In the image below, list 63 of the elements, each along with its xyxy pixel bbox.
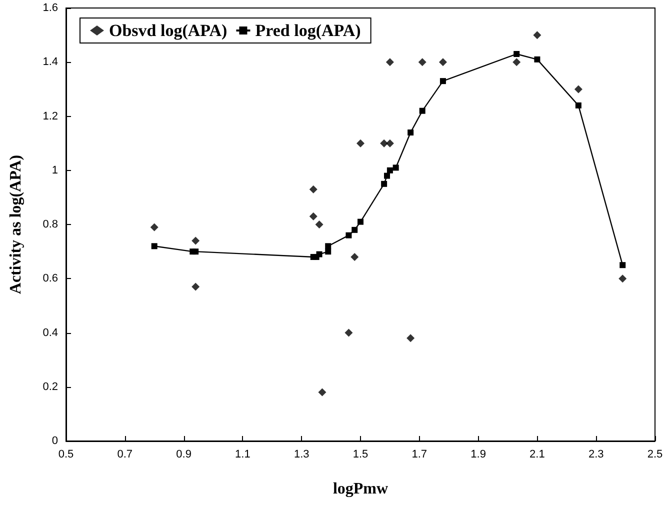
point: [618, 274, 627, 283]
y-tick-label: 1: [52, 164, 58, 176]
point: [346, 232, 352, 238]
point: [316, 251, 322, 258]
y-tick-label: 0.6: [42, 272, 58, 285]
point: [534, 56, 540, 62]
point: [419, 108, 426, 114]
point: [192, 236, 200, 245]
point: [512, 58, 521, 66]
x-axis-title: logPmw: [332, 480, 388, 498]
point: [358, 218, 364, 225]
x-tick-label: 2.5: [647, 448, 663, 460]
point: [440, 78, 446, 84]
point: [350, 252, 359, 261]
point: [356, 139, 364, 148]
x-tick-label: 0.9: [176, 448, 192, 460]
point: [386, 167, 393, 174]
x-tick-label: 2.1: [530, 448, 545, 460]
point: [151, 243, 158, 250]
point: [150, 223, 158, 232]
x-tick-label: 1.9: [470, 448, 486, 460]
point: [384, 172, 390, 179]
point: [575, 102, 582, 108]
y-tick-label: 0: [52, 435, 58, 447]
point: [392, 164, 399, 171]
x-tick-label: 1.7: [412, 448, 428, 460]
y-tick-label: 0.4: [42, 326, 58, 339]
point: [309, 185, 318, 194]
point: [408, 129, 414, 136]
y-tick-label: 1.6: [42, 2, 58, 14]
point: [514, 51, 520, 58]
point: [315, 220, 324, 228]
x-tick-label: 1.3: [294, 448, 310, 460]
point: [325, 243, 332, 250]
point: [318, 388, 326, 396]
point: [418, 58, 426, 66]
point: [309, 212, 318, 220]
legend-label: Pred log(APA): [255, 21, 361, 40]
point: [574, 85, 582, 94]
point: [533, 31, 542, 40]
y-tick-label: 1.2: [42, 110, 58, 122]
x-tick-label: 0.7: [117, 448, 133, 460]
x-tick-label: 1.1: [235, 448, 250, 460]
legend-label: Obsvd log(APA): [109, 21, 228, 40]
point: [438, 58, 447, 66]
point: [406, 334, 415, 342]
point: [192, 248, 199, 255]
y-axis-title: Activity as log(APA): [8, 154, 24, 294]
point: [344, 328, 353, 337]
point: [386, 58, 394, 66]
point: [386, 139, 394, 148]
y-tick-label: 0.2: [42, 380, 58, 393]
point: [192, 282, 200, 291]
x-tick-label: 1.5: [352, 448, 368, 460]
x-tick-label: 0.5: [58, 448, 74, 460]
point: [381, 180, 388, 187]
x-tick-label: 2.3: [588, 448, 604, 460]
point: [352, 226, 358, 233]
point: [620, 262, 626, 268]
point: [325, 248, 332, 255]
y-tick-label: 0.8: [42, 218, 58, 230]
y-tick-label: 1.4: [42, 56, 58, 68]
point: [380, 139, 388, 148]
